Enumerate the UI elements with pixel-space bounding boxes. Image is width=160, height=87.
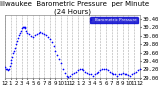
Point	[107, 70, 109, 71]
Point	[21, 27, 24, 28]
Point	[99, 70, 102, 71]
Point	[112, 73, 115, 74]
Point	[23, 27, 26, 28]
Point	[32, 36, 34, 37]
Point	[58, 58, 60, 60]
Legend: Barometric Pressure: Barometric Pressure	[90, 17, 137, 23]
Point	[118, 74, 120, 75]
Point	[133, 72, 135, 74]
Point	[25, 30, 28, 31]
Point	[120, 73, 122, 74]
Point	[131, 74, 133, 75]
Point	[26, 32, 29, 33]
Point	[9, 62, 12, 64]
Point	[62, 68, 64, 69]
Point	[114, 74, 116, 75]
Point	[20, 28, 23, 29]
Point	[12, 53, 15, 54]
Point	[43, 33, 45, 34]
Point	[5, 69, 8, 70]
Point	[10, 60, 13, 61]
Point	[121, 72, 124, 74]
Point	[37, 32, 40, 33]
Point	[14, 48, 16, 49]
Point	[77, 70, 79, 71]
Point	[56, 54, 59, 55]
Point	[35, 33, 38, 34]
Point	[103, 68, 105, 69]
Point	[127, 75, 130, 76]
Point	[88, 73, 90, 74]
Point	[138, 69, 141, 70]
Point	[6, 70, 9, 71]
Point	[34, 34, 36, 36]
Point	[123, 73, 126, 74]
Point	[125, 74, 128, 75]
Point	[136, 70, 139, 71]
Title: Milwaukee  Barometric Pressure  per Minute
(24 Hours): Milwaukee Barometric Pressure per Minute…	[0, 1, 149, 15]
Point	[15, 44, 17, 45]
Point	[84, 71, 87, 72]
Point	[86, 72, 88, 74]
Point	[73, 72, 75, 74]
Point	[101, 69, 104, 70]
Point	[47, 36, 49, 37]
Point	[24, 28, 27, 29]
Point	[4, 67, 6, 68]
Point	[108, 71, 111, 72]
Point	[71, 74, 73, 75]
Point	[20, 30, 22, 31]
Point	[39, 31, 42, 32]
Point	[19, 32, 21, 33]
Point	[82, 70, 85, 71]
Point	[67, 76, 70, 78]
Point	[105, 69, 107, 70]
Point	[16, 40, 18, 42]
Point	[110, 72, 113, 74]
Point	[64, 72, 66, 74]
Point	[11, 56, 14, 58]
Point	[129, 75, 132, 77]
Point	[90, 74, 92, 75]
Point	[93, 74, 96, 75]
Point	[50, 41, 53, 43]
Point	[69, 75, 72, 76]
Point	[22, 26, 25, 27]
Point	[80, 68, 83, 69]
Point	[92, 75, 94, 76]
Point	[28, 33, 31, 34]
Point	[18, 34, 20, 36]
Point	[97, 71, 100, 72]
Point	[13, 50, 16, 51]
Point	[65, 75, 68, 76]
Point	[135, 71, 137, 72]
Point	[75, 71, 77, 72]
Point	[48, 39, 51, 40]
Point	[7, 68, 10, 69]
Point	[17, 37, 19, 39]
Point	[30, 35, 32, 37]
Point	[4, 68, 7, 69]
Point	[8, 65, 11, 67]
Point	[52, 46, 55, 47]
Point	[116, 75, 118, 76]
Point	[41, 32, 44, 33]
Point	[54, 50, 57, 51]
Point	[60, 62, 62, 64]
Point	[45, 34, 47, 36]
Point	[95, 72, 98, 74]
Point	[78, 69, 81, 70]
